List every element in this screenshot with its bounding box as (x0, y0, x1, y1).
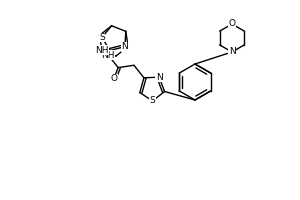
Text: O: O (229, 20, 236, 28)
Text: NH: NH (95, 46, 109, 55)
Text: O: O (110, 74, 117, 83)
Text: N: N (122, 42, 128, 51)
Text: N: N (229, 47, 236, 56)
Text: NH: NH (101, 51, 115, 60)
Text: S: S (99, 33, 105, 42)
Text: N: N (156, 73, 163, 82)
Text: S: S (150, 96, 155, 105)
